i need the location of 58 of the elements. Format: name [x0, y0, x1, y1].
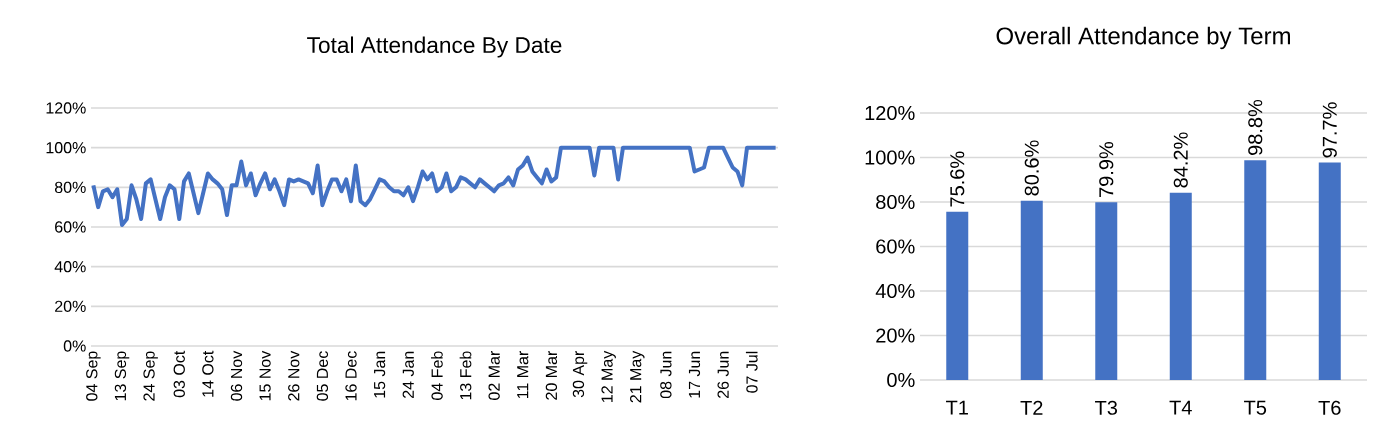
data-label: 79.9%: [1099, 141, 1114, 197]
x-tick-label: 15 Nov: [259, 350, 271, 401]
y-tick-label: 20%: [55, 300, 86, 312]
y-tick-label: 40%: [54, 261, 86, 273]
x-tick-label: 20 Mar: [545, 351, 558, 400]
y-tick-label: 100%: [865, 150, 915, 165]
bar: [1244, 160, 1267, 380]
x-tick-label: T5: [1244, 400, 1267, 415]
data-label: 84.2%: [1173, 132, 1188, 188]
x-tick-label: 24 Sep: [143, 351, 158, 401]
y-tick-label: 60%: [55, 221, 86, 233]
x-tick-label: 26 Nov: [288, 350, 300, 401]
x-tick-label: 04 Feb: [431, 351, 443, 400]
x-tick-label: 26 Jun: [717, 351, 729, 398]
bar: [1169, 192, 1192, 380]
y-tick-label: 20%: [876, 328, 915, 343]
x-tick-label: 24 Jan: [402, 351, 414, 398]
y-tick-label: 80%: [54, 181, 86, 193]
y-tick-label: 0%: [63, 340, 86, 352]
x-tick-label: T6: [1318, 400, 1341, 415]
x-tick-label: 15 Jan: [374, 351, 386, 398]
y-tick-label: 120%: [46, 102, 86, 114]
x-tick-label: 17 Jun: [688, 351, 701, 398]
data-label: 97.7%: [1322, 102, 1337, 158]
chart-title: Overall Attendance by Term: [996, 26, 1290, 50]
bar: [1318, 162, 1341, 380]
x-tick-label: 13 Feb: [459, 351, 472, 400]
x-tick-label: 08 Jun: [660, 351, 672, 399]
y-tick-label: 100%: [46, 142, 86, 154]
bar: [946, 211, 969, 380]
bar: [1095, 202, 1118, 380]
x-tick-label: 06 Nov: [230, 350, 243, 401]
data-label: 75.6%: [950, 151, 965, 207]
x-tick-label: 02 Mar: [488, 351, 500, 400]
x-tick-label: T2: [1020, 400, 1043, 415]
x-tick-label: 13 Sep: [114, 351, 130, 401]
x-tick-label: 14 Oct: [202, 350, 214, 397]
x-tick-label: 21 May: [630, 350, 645, 403]
y-tick-label: 80%: [876, 194, 915, 210]
x-tick-label: T1: [946, 400, 968, 415]
data-label: 80.6%: [1024, 140, 1039, 196]
y-tick-label: 60%: [876, 239, 915, 254]
x-tick-label: 04 Sep: [86, 351, 101, 401]
x-tick-label: 07 Jul: [745, 351, 758, 393]
x-tick-label: T3: [1095, 400, 1118, 415]
chart-title: Total Attendance By Date: [307, 36, 562, 58]
x-tick-label: 11 Mar: [517, 351, 529, 399]
x-tick-label: 03 Oct: [173, 350, 185, 398]
x-tick-label: 12 May: [601, 350, 616, 402]
x-tick-label: 30 Apr: [572, 351, 588, 398]
x-tick-label: T4: [1169, 400, 1192, 415]
x-tick-label: 16 Dec: [345, 351, 357, 401]
y-tick-label: 40%: [875, 283, 915, 299]
data-label: 98.8%: [1248, 99, 1263, 155]
bar: [1020, 200, 1043, 380]
y-tick-label: 0%: [887, 372, 915, 388]
x-tick-label: 05 Dec: [316, 351, 329, 401]
y-tick-label: 120%: [865, 105, 915, 121]
